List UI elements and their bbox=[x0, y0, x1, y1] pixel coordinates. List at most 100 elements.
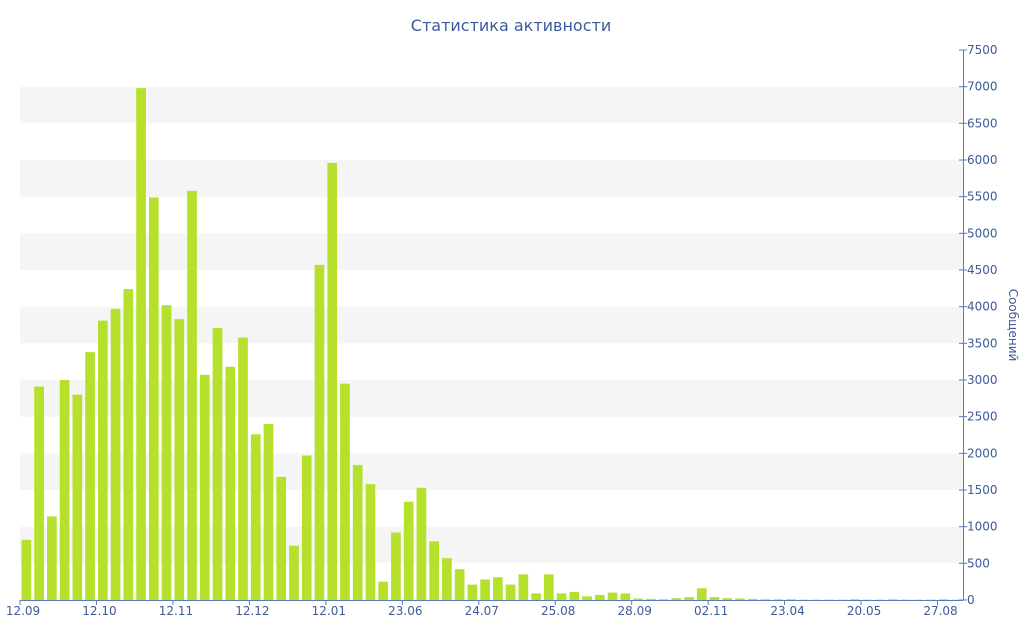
grid-band bbox=[20, 526, 963, 564]
bar bbox=[34, 386, 44, 600]
bar bbox=[849, 599, 860, 600]
bar bbox=[442, 558, 452, 600]
bar bbox=[493, 577, 503, 600]
bar bbox=[378, 581, 389, 600]
bar bbox=[340, 383, 350, 600]
bar bbox=[773, 599, 784, 600]
bar bbox=[518, 574, 529, 600]
y-tick-label: 500 bbox=[967, 556, 990, 570]
bar bbox=[250, 434, 261, 600]
y-tick-label: 3500 bbox=[967, 336, 998, 350]
y-tick-label: 2000 bbox=[967, 446, 998, 460]
grid-band bbox=[20, 306, 963, 344]
bar bbox=[365, 484, 376, 600]
x-tick-label: 24.07 bbox=[465, 604, 499, 618]
x-tick-label: 20.05 bbox=[847, 604, 881, 618]
bar bbox=[684, 597, 694, 600]
bar bbox=[645, 598, 656, 600]
bar bbox=[212, 327, 223, 600]
y-axis-title: Сообщений bbox=[1006, 289, 1020, 362]
x-tick-label: 12.11 bbox=[159, 604, 193, 618]
bar bbox=[747, 598, 758, 600]
bar bbox=[148, 197, 159, 600]
x-tick-label: 12.12 bbox=[235, 604, 269, 618]
x-tick-label: 27.08 bbox=[923, 604, 957, 618]
bar bbox=[594, 594, 605, 600]
bar bbox=[760, 599, 771, 600]
bar bbox=[391, 532, 401, 600]
bar bbox=[658, 599, 669, 600]
x-tick-label: 28.09 bbox=[617, 604, 651, 618]
bar bbox=[225, 366, 236, 600]
y-tick-label: 4000 bbox=[967, 300, 998, 314]
bar bbox=[416, 487, 427, 600]
y-tick-label: 1000 bbox=[967, 520, 998, 534]
bar bbox=[505, 584, 516, 600]
grid-bands bbox=[20, 86, 963, 564]
y-tick-label: 4500 bbox=[967, 263, 998, 277]
bar bbox=[467, 584, 478, 600]
bar bbox=[403, 501, 414, 600]
y-axis: 0 500 1000 1500 2000 2500 3000 3500 4000 4500 5000… bbox=[959, 43, 998, 607]
x-tick-label: 02.11 bbox=[694, 604, 728, 618]
bar bbox=[110, 308, 121, 600]
bar bbox=[301, 455, 312, 600]
bar bbox=[671, 598, 682, 600]
bar bbox=[939, 599, 949, 600]
x-tick-label: 23.06 bbox=[388, 604, 422, 618]
y-tick-label: 2500 bbox=[967, 410, 998, 424]
bar bbox=[786, 599, 796, 600]
bar bbox=[123, 289, 134, 600]
bar bbox=[97, 320, 108, 600]
bar bbox=[569, 591, 580, 600]
y-tick-label: 7000 bbox=[967, 80, 998, 94]
y-tick-label: 5000 bbox=[967, 226, 998, 240]
y-tick-label: 6500 bbox=[967, 116, 998, 130]
bar bbox=[72, 394, 83, 600]
bar bbox=[352, 465, 363, 600]
bar bbox=[696, 588, 707, 600]
x-tick-label: 12.10 bbox=[82, 604, 116, 618]
bar bbox=[582, 596, 592, 600]
bar bbox=[85, 352, 95, 600]
bar bbox=[429, 541, 439, 600]
bar bbox=[888, 599, 898, 600]
bar bbox=[199, 374, 210, 600]
bar bbox=[21, 539, 32, 600]
bar-series bbox=[21, 88, 962, 601]
y-tick-label: 1500 bbox=[967, 483, 998, 497]
y-tick-label: 6000 bbox=[967, 153, 998, 167]
grid-band bbox=[20, 160, 963, 197]
bar bbox=[531, 593, 541, 600]
bar bbox=[607, 592, 618, 600]
bar bbox=[289, 545, 299, 600]
chart-title: Статистика активности bbox=[411, 16, 611, 35]
bar bbox=[633, 598, 643, 600]
x-tick-label: 12.01 bbox=[312, 604, 346, 618]
bar bbox=[174, 319, 185, 600]
bar bbox=[709, 597, 720, 600]
bar bbox=[480, 579, 490, 600]
bar bbox=[276, 476, 287, 600]
bar bbox=[327, 162, 338, 600]
bar bbox=[161, 305, 172, 600]
y-tick-label: 5500 bbox=[967, 190, 998, 204]
bar bbox=[556, 593, 567, 600]
x-tick-label: 25.08 bbox=[541, 604, 575, 618]
bar bbox=[454, 569, 465, 600]
bar bbox=[238, 337, 248, 600]
y-tick-label: 0 bbox=[967, 593, 975, 607]
grid-band bbox=[20, 86, 963, 124]
grid-band bbox=[20, 453, 963, 490]
x-tick-label: 23.04 bbox=[770, 604, 804, 618]
bar bbox=[314, 264, 325, 600]
bar bbox=[735, 598, 745, 600]
bar bbox=[263, 424, 274, 600]
y-tick-label: 3000 bbox=[967, 373, 998, 387]
x-axis: 12.09 12.10 12.11 12.12 12.01 23.06 24.07 25.08… bbox=[6, 600, 963, 618]
grid-band bbox=[20, 380, 963, 417]
bar bbox=[722, 598, 733, 600]
y-tick-label: 7500 bbox=[967, 43, 998, 57]
x-tick-label: 12.09 bbox=[6, 604, 40, 618]
